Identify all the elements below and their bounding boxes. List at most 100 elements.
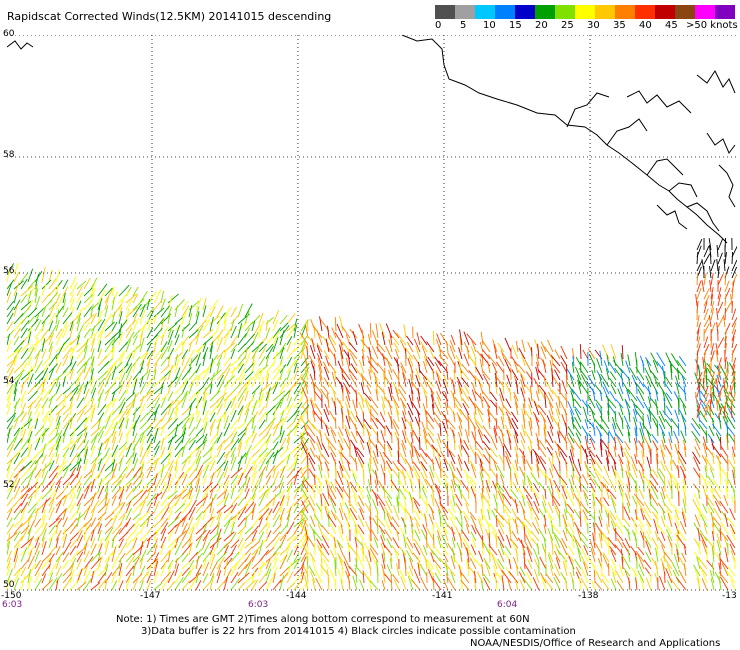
wind-barb bbox=[146, 532, 157, 542]
wind-barb bbox=[258, 347, 267, 360]
wind-barb bbox=[539, 556, 547, 570]
wind-barb bbox=[146, 493, 157, 507]
wind-barb bbox=[724, 364, 729, 377]
lat-label-54: 54 bbox=[3, 376, 15, 386]
wind-barb bbox=[515, 547, 519, 563]
wind-barb bbox=[392, 469, 400, 479]
wind-barb bbox=[139, 395, 145, 409]
wind-barb bbox=[647, 414, 652, 430]
wind-barb bbox=[664, 393, 673, 409]
wind-barb bbox=[62, 416, 73, 430]
wind-barb bbox=[230, 539, 240, 549]
wind-barb bbox=[111, 555, 120, 570]
wind-barb bbox=[48, 324, 57, 339]
wind-barb bbox=[300, 336, 308, 346]
wind-barb bbox=[336, 539, 344, 549]
wind-barb bbox=[473, 402, 477, 416]
wind-barb bbox=[331, 371, 337, 388]
wind-barb bbox=[104, 467, 117, 479]
wind-barb bbox=[62, 452, 67, 465]
wind-barb bbox=[146, 524, 155, 535]
wind-barb bbox=[146, 501, 153, 514]
wind-barb bbox=[55, 370, 67, 381]
wind-barb bbox=[524, 540, 533, 556]
wind-barb bbox=[401, 401, 407, 416]
wind-barb bbox=[444, 414, 449, 430]
wind-barb bbox=[230, 366, 236, 381]
wind-barb bbox=[670, 425, 673, 437]
wind-barb bbox=[696, 378, 702, 391]
wind-barb bbox=[69, 427, 77, 444]
wind-barb bbox=[615, 422, 624, 437]
wind-barb bbox=[415, 368, 421, 381]
wind-barb bbox=[709, 266, 712, 279]
wind-barb bbox=[337, 568, 344, 584]
wind-barb bbox=[153, 529, 159, 542]
wind-barb bbox=[244, 416, 254, 430]
wind-barb bbox=[575, 366, 582, 381]
wind-barb bbox=[418, 420, 421, 437]
wind-barb bbox=[410, 366, 414, 381]
wind-barb bbox=[111, 546, 117, 563]
wind-barb bbox=[279, 567, 289, 577]
wind-barb bbox=[90, 472, 101, 486]
wind-barb bbox=[396, 466, 407, 479]
wind-barb bbox=[272, 382, 279, 395]
wind-barb bbox=[265, 562, 272, 577]
wind-barb bbox=[429, 465, 435, 479]
wind-barb bbox=[48, 577, 58, 591]
wind-barb bbox=[83, 470, 93, 479]
wind-barb bbox=[349, 373, 358, 388]
wind-barb bbox=[401, 443, 407, 458]
wind-barb bbox=[279, 437, 287, 451]
wind-barb bbox=[642, 415, 645, 430]
wind-barb bbox=[731, 336, 735, 349]
wind-barb bbox=[731, 308, 737, 321]
wind-barb bbox=[181, 427, 187, 444]
wind-barb bbox=[556, 489, 561, 500]
wind-barb bbox=[407, 410, 414, 423]
wind-barb bbox=[522, 403, 526, 416]
wind-barb bbox=[97, 419, 101, 430]
wind-barb bbox=[307, 499, 316, 514]
wind-barb bbox=[369, 544, 379, 556]
wind-barb bbox=[323, 350, 330, 360]
wind-barb bbox=[482, 370, 491, 381]
wind-barb bbox=[20, 515, 33, 528]
wind-barb bbox=[286, 549, 293, 563]
wind-barb bbox=[272, 572, 276, 584]
wind-barb bbox=[333, 353, 337, 367]
wind-barb bbox=[310, 515, 316, 528]
wind-barb bbox=[692, 498, 701, 514]
wind-barb bbox=[111, 495, 117, 507]
wind-barb bbox=[272, 551, 280, 563]
wind-barb bbox=[402, 372, 407, 388]
wind-barb bbox=[76, 312, 82, 325]
wind-barb bbox=[620, 446, 624, 458]
wind-barb bbox=[272, 401, 282, 416]
wind-barb bbox=[443, 552, 449, 563]
wind-barb bbox=[279, 572, 289, 584]
wind-barb bbox=[174, 305, 178, 318]
wind-barb bbox=[34, 437, 41, 451]
wind-barb bbox=[76, 433, 83, 444]
wind-barb bbox=[593, 511, 596, 528]
wind-barb bbox=[643, 506, 652, 521]
wind-barb bbox=[13, 319, 24, 332]
wind-barb bbox=[69, 472, 80, 486]
wind-barb bbox=[237, 506, 247, 521]
wind-barb bbox=[548, 457, 554, 472]
wind-barb bbox=[90, 529, 95, 542]
wind-barb bbox=[648, 409, 659, 423]
wind-barb bbox=[702, 442, 708, 458]
wind-barb bbox=[167, 451, 173, 465]
wind-barb bbox=[410, 431, 414, 444]
wind-barb bbox=[160, 397, 166, 409]
wind-barb bbox=[389, 383, 393, 395]
wind-barb bbox=[382, 353, 386, 367]
wind-barb bbox=[384, 574, 393, 584]
wind-barb bbox=[237, 537, 244, 549]
wind-barb bbox=[414, 529, 421, 542]
wind-barb bbox=[139, 473, 145, 486]
wind-barb bbox=[272, 441, 279, 451]
